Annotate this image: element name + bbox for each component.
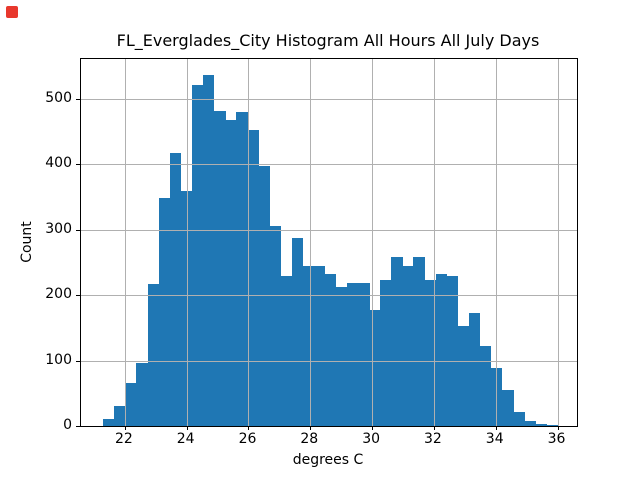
x-axis-label: degrees C	[292, 452, 364, 468]
histogram-bar	[225, 119, 237, 426]
x-tick-label: 34	[485, 431, 504, 447]
histogram-bar	[136, 362, 148, 426]
x-tick-mark	[433, 426, 435, 430]
histogram-bar	[346, 283, 359, 426]
histogram-bar	[457, 325, 470, 426]
y-tick-mark	[76, 164, 80, 166]
gridline-horizontal	[81, 229, 577, 231]
gridline-vertical	[557, 59, 559, 426]
x-tick-label: 32	[423, 431, 442, 447]
histogram-bar	[524, 421, 536, 426]
y-tick-label: 100	[45, 351, 72, 368]
x-tick-label: 22	[114, 431, 133, 447]
y-tick-label: 0	[63, 417, 72, 433]
histogram-bar	[147, 284, 160, 426]
plot-area	[76, 58, 578, 430]
histogram-bar	[247, 130, 259, 426]
histogram-bar	[302, 265, 315, 426]
histogram-bar	[391, 257, 403, 426]
x-tick-mark	[310, 426, 312, 430]
histogram-bar	[380, 280, 392, 426]
histogram-bar	[202, 75, 215, 426]
histogram-bar	[413, 257, 425, 426]
y-tick-mark	[76, 426, 80, 427]
gridline-horizontal	[81, 360, 577, 362]
record-indicator	[6, 6, 18, 18]
histogram-bar	[479, 346, 492, 426]
x-tick-mark	[495, 426, 497, 430]
y-axis-label: Count	[19, 221, 35, 263]
histogram-bar	[546, 425, 558, 426]
y-tick-mark	[76, 229, 80, 231]
gridline-horizontal	[81, 295, 577, 297]
histogram-bar	[313, 265, 326, 426]
x-tick-mark	[124, 426, 126, 430]
histogram-bar	[491, 367, 503, 426]
y-tick-label: 200	[45, 286, 72, 303]
histogram-bar	[468, 313, 481, 426]
histogram-bar	[103, 419, 115, 426]
y-tick-label: 500	[45, 89, 72, 106]
histogram-bar	[324, 274, 337, 426]
x-tick-mark	[557, 426, 559, 430]
chart-title: FL_Everglades_City Histogram All Hours A…	[116, 31, 540, 50]
histogram-bar	[158, 197, 171, 426]
gridline-vertical	[495, 59, 497, 426]
gridline-vertical	[124, 59, 126, 426]
histogram-bar	[191, 84, 204, 426]
gridline-vertical	[372, 59, 374, 426]
x-tick-label: 36	[547, 431, 566, 447]
gridline-vertical	[310, 59, 312, 426]
x-tick-mark	[248, 426, 250, 430]
histogram-bar	[424, 280, 436, 426]
histogram-bar	[291, 238, 304, 426]
histogram-bar	[236, 112, 248, 426]
histogram-bar	[125, 383, 137, 426]
y-tick-mark	[76, 295, 80, 297]
histogram-bar	[114, 406, 126, 426]
x-tick-label: 26	[238, 431, 257, 447]
histogram-bar	[358, 283, 370, 426]
histogram-bar	[513, 412, 525, 426]
y-tick-mark	[76, 360, 80, 362]
histogram-bar	[335, 286, 348, 426]
histogram-bar	[502, 390, 514, 426]
gridline-vertical	[248, 59, 250, 426]
histogram-bar	[402, 266, 414, 426]
x-tick-mark	[186, 426, 188, 430]
histogram-bar	[535, 424, 547, 426]
y-tick-label: 300	[45, 220, 72, 237]
y-tick-mark	[76, 98, 80, 100]
x-tick-label: 24	[176, 431, 195, 447]
histogram-bar	[280, 276, 292, 426]
x-tick-label: 30	[362, 431, 381, 447]
x-tick-label: 28	[300, 431, 319, 447]
histogram-bar	[180, 191, 193, 426]
histogram-bar	[435, 273, 448, 426]
histogram-bar	[446, 275, 459, 426]
gridline-horizontal	[81, 164, 577, 166]
gridline-horizontal	[81, 98, 577, 100]
histogram-bar	[269, 226, 281, 426]
histogram-bar	[214, 110, 226, 426]
x-tick-mark	[372, 426, 374, 430]
histogram-bar	[169, 153, 182, 426]
histogram-bar	[369, 309, 381, 426]
y-tick-label: 400	[45, 155, 72, 172]
gridline-vertical	[186, 59, 188, 426]
gridline-vertical	[433, 59, 435, 426]
